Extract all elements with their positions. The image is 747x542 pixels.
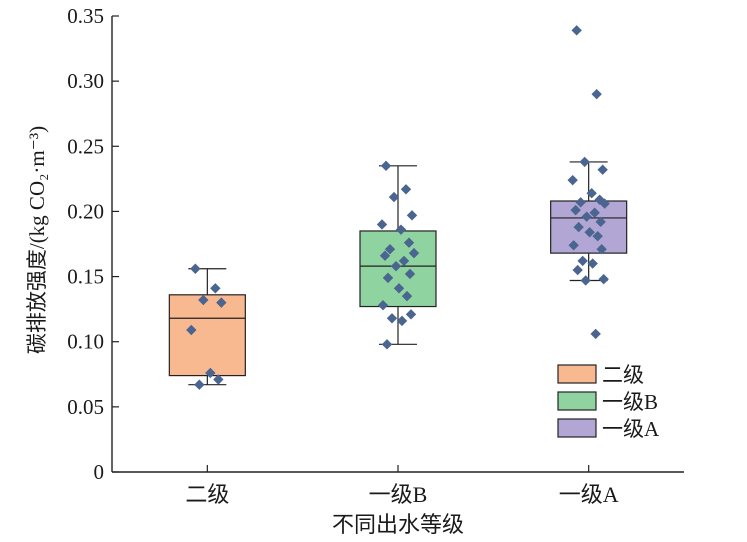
x-tick-label: 二级 — [185, 482, 229, 507]
data-point — [591, 88, 602, 100]
x-tick-label: 一级B — [369, 482, 428, 507]
data-point — [586, 187, 597, 199]
y-tick-label: 0.35 — [67, 4, 104, 28]
legend-swatch — [557, 418, 597, 438]
data-point — [403, 237, 415, 248]
boxes — [168, 161, 628, 386]
data-point — [395, 224, 407, 235]
data-point — [408, 247, 420, 259]
data-point — [390, 260, 402, 272]
data-point — [210, 283, 221, 294]
box-body — [550, 200, 628, 254]
y-tick-label: 0.25 — [67, 134, 104, 158]
legend-label: 二级 — [602, 363, 644, 387]
y-tick-label: 0.20 — [67, 199, 104, 223]
box-1 — [168, 268, 246, 386]
data-point — [405, 309, 417, 320]
data-point — [400, 184, 412, 195]
data-point — [404, 268, 416, 280]
data-point — [376, 219, 388, 230]
data-point — [575, 197, 586, 208]
data-point — [401, 290, 413, 302]
data-point — [567, 174, 578, 186]
y-tick-label: 0 — [94, 460, 105, 484]
data-point — [599, 198, 610, 209]
data-point — [190, 263, 201, 274]
data-point — [570, 204, 581, 216]
data-point — [216, 297, 227, 308]
data-point — [382, 272, 394, 284]
data-point — [393, 283, 405, 294]
data-point — [584, 227, 595, 238]
y-tick-label: 0.15 — [67, 265, 104, 289]
data-point — [568, 240, 579, 251]
x-tick-label: 一级A — [559, 482, 619, 507]
data-point — [386, 313, 398, 324]
data-point — [398, 255, 410, 267]
data-point — [592, 230, 603, 242]
legend-swatch — [557, 391, 597, 411]
y-tick-label: 0.10 — [67, 330, 104, 354]
data-point — [598, 273, 609, 285]
data-point — [205, 367, 216, 379]
data-point — [377, 300, 389, 311]
data-point — [589, 207, 600, 218]
data-point — [213, 374, 224, 385]
data-point — [379, 250, 391, 261]
data-point — [384, 244, 396, 255]
data-point — [597, 164, 608, 175]
legend-label: 一级B — [602, 390, 658, 414]
data-point — [590, 328, 601, 340]
data-point — [579, 156, 590, 168]
data-point — [581, 211, 592, 222]
data-point — [572, 264, 583, 276]
data-point — [388, 191, 400, 203]
data-points — [186, 25, 610, 390]
legend-label: 一级A — [602, 417, 660, 441]
box-2 — [359, 165, 437, 345]
legend-swatch — [557, 364, 597, 384]
data-point — [381, 339, 393, 350]
y-tick-label: 0.30 — [67, 69, 104, 93]
data-point — [406, 210, 418, 221]
data-point — [596, 244, 607, 255]
data-point — [194, 379, 205, 390]
data-point — [571, 25, 582, 36]
data-point — [573, 221, 584, 233]
y-axis-label: 碳排放强度/(kg CO₂·m⁻³) — [25, 126, 49, 354]
data-point — [186, 324, 197, 336]
data-point — [587, 258, 598, 269]
data-point — [396, 315, 408, 327]
data-point — [595, 216, 606, 228]
x-axis-label: 不同出水等级 — [332, 512, 464, 537]
data-point — [580, 275, 591, 286]
data-point — [380, 160, 392, 172]
data-point — [577, 255, 588, 267]
y-tick-label: 0.05 — [67, 395, 104, 419]
data-point — [198, 294, 209, 306]
box-body — [168, 294, 246, 377]
